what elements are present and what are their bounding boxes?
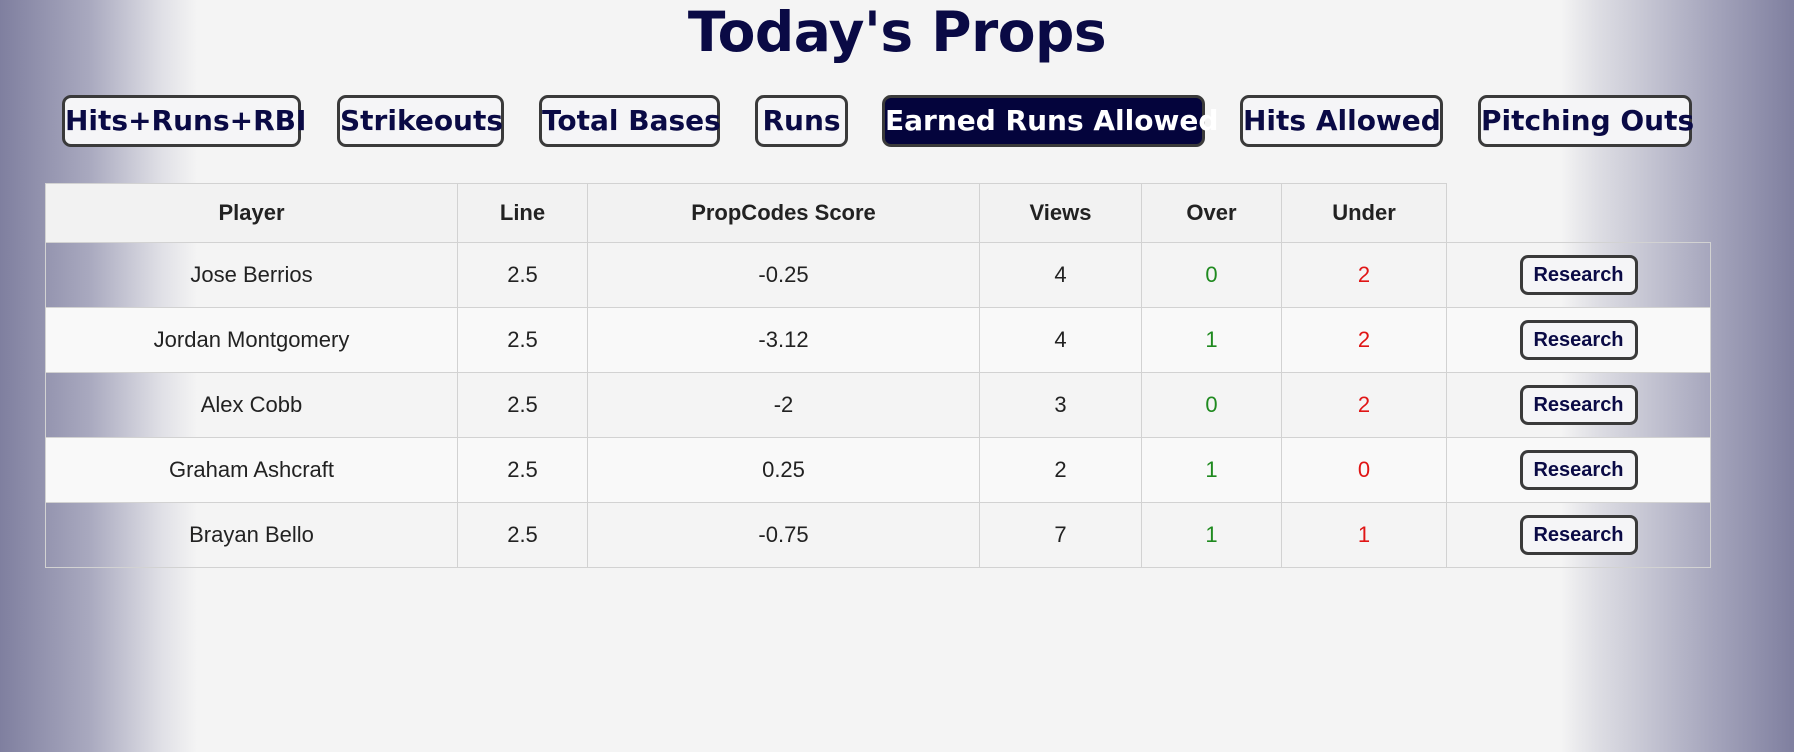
- table-row: Jordan Montgomery 2.5 -3.12 4 1 2 Resear…: [45, 307, 1711, 373]
- tab-total-bases[interactable]: Total Bases: [539, 95, 721, 147]
- line-value: 2.5: [457, 307, 588, 373]
- line-value: 2.5: [457, 372, 588, 438]
- over-count: 0: [1141, 242, 1282, 308]
- over-count: 1: [1141, 502, 1282, 568]
- player-name: Alex Cobb: [45, 372, 458, 438]
- under-count: 1: [1281, 502, 1447, 568]
- player-name: Jordan Montgomery: [45, 307, 458, 373]
- views-count: 2: [979, 437, 1142, 503]
- table-row: Alex Cobb 2.5 -2 3 0 2 Research: [45, 372, 1711, 438]
- header-views: Views: [979, 183, 1142, 243]
- line-value: 2.5: [457, 502, 588, 568]
- propcodes-score: -3.12: [587, 307, 980, 373]
- table-row: Jose Berrios 2.5 -0.25 4 0 2 Research: [45, 242, 1711, 308]
- table-header-row: Player Line PropCodes Score Views Over U…: [45, 183, 1711, 243]
- tab-hits-runs-rbi[interactable]: Hits+Runs+RBI: [62, 95, 306, 147]
- research-button[interactable]: Research: [1519, 450, 1638, 490]
- research-button[interactable]: Research: [1519, 320, 1638, 360]
- line-value: 2.5: [457, 437, 588, 503]
- under-count: 2: [1281, 372, 1447, 438]
- page-title: Today's Props: [687, 0, 1107, 64]
- views-count: 4: [979, 307, 1142, 373]
- header-under: Under: [1281, 183, 1447, 243]
- player-name: Jose Berrios: [45, 242, 458, 308]
- header-propcodes-score: PropCodes Score: [587, 183, 980, 243]
- props-table: Player Line PropCodes Score Views Over U…: [45, 183, 1711, 568]
- propcodes-score: 0.25: [587, 437, 980, 503]
- over-count: 0: [1141, 372, 1282, 438]
- over-count: 1: [1141, 437, 1282, 503]
- views-count: 3: [979, 372, 1142, 438]
- research-button[interactable]: Research: [1519, 255, 1638, 295]
- player-name: Graham Ashcraft: [45, 437, 458, 503]
- tab-pitching-outs[interactable]: Pitching Outs: [1478, 95, 1694, 147]
- views-count: 7: [979, 502, 1142, 568]
- table-row: Graham Ashcraft 2.5 0.25 2 1 0 Research: [45, 437, 1711, 503]
- line-value: 2.5: [457, 242, 588, 308]
- over-count: 1: [1141, 307, 1282, 373]
- tab-runs[interactable]: Runs: [755, 95, 848, 147]
- action-cell: Research: [1446, 437, 1711, 503]
- action-cell: Research: [1446, 242, 1711, 308]
- table-row: Brayan Bello 2.5 -0.75 7 1 1 Research: [45, 502, 1711, 568]
- propcodes-score: -0.75: [587, 502, 980, 568]
- action-cell: Research: [1446, 372, 1711, 438]
- views-count: 4: [979, 242, 1142, 308]
- propcodes-score: -0.25: [587, 242, 980, 308]
- action-cell: Research: [1446, 502, 1711, 568]
- propcodes-score: -2: [587, 372, 980, 438]
- tab-earned-runs-allowed[interactable]: Earned Runs Allowed: [882, 95, 1218, 147]
- player-name: Brayan Bello: [45, 502, 458, 568]
- action-cell: Research: [1446, 307, 1711, 373]
- tab-strikeouts[interactable]: Strikeouts: [337, 95, 504, 147]
- under-count: 2: [1281, 307, 1447, 373]
- under-count: 2: [1281, 242, 1447, 308]
- tab-hits-allowed[interactable]: Hits Allowed: [1240, 95, 1443, 147]
- header-action: [1447, 184, 1711, 243]
- header-over: Over: [1141, 183, 1282, 243]
- research-button[interactable]: Research: [1519, 515, 1638, 555]
- research-button[interactable]: Research: [1519, 385, 1638, 425]
- header-player: Player: [45, 183, 458, 243]
- under-count: 0: [1281, 437, 1447, 503]
- header-line: Line: [457, 183, 588, 243]
